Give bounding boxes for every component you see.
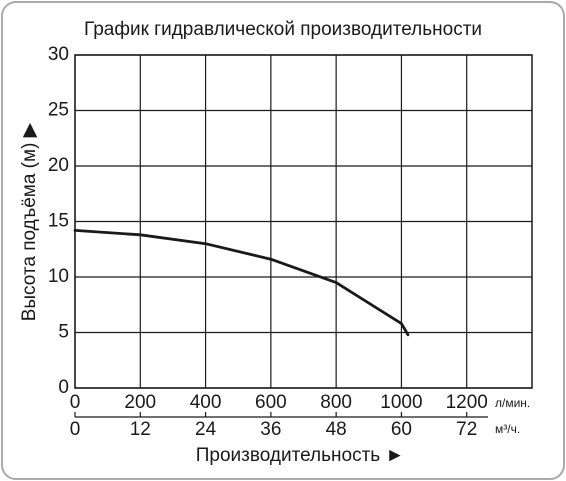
y-tick-label: 20 — [48, 155, 69, 176]
x-tick-label: 1200 — [446, 392, 488, 413]
line — [73, 228, 410, 337]
x-tick-label: 600 — [255, 392, 287, 413]
y-axis-label: Высота подъёма (м) ▶ — [19, 122, 40, 321]
x2-tick-label: 24 — [195, 419, 217, 440]
x2-tick-label: 0 — [70, 419, 81, 440]
y-tick-label: 15 — [48, 211, 69, 232]
x-unit: л/мин. — [495, 396, 530, 410]
x2-tick-label: 60 — [391, 419, 412, 440]
y-tick-label: 25 — [48, 100, 69, 121]
x-tick-label: 1000 — [380, 392, 422, 413]
y-tick-label: 10 — [48, 266, 69, 287]
x2-tick-label: 72 — [456, 419, 477, 440]
x2-tick-label: 48 — [326, 419, 347, 440]
plot-border — [74, 54, 533, 389]
y-tick-label: 30 — [48, 44, 69, 65]
x-axis-label: Производительность ► — [196, 445, 405, 466]
x-tick-label: 800 — [320, 392, 352, 413]
y-tick-label: 5 — [58, 322, 69, 343]
chart-title: График гидравлической производительности — [84, 19, 482, 40]
x2-tick-label: 12 — [130, 419, 151, 440]
x2-tick-label: 36 — [260, 419, 281, 440]
x-tick-label: 200 — [124, 392, 156, 413]
x-tick-label: 0 — [70, 392, 81, 413]
x-tick-label: 400 — [190, 392, 222, 413]
y-tick-label: 0 — [58, 377, 69, 398]
x2-unit: м³/ч. — [495, 422, 520, 436]
